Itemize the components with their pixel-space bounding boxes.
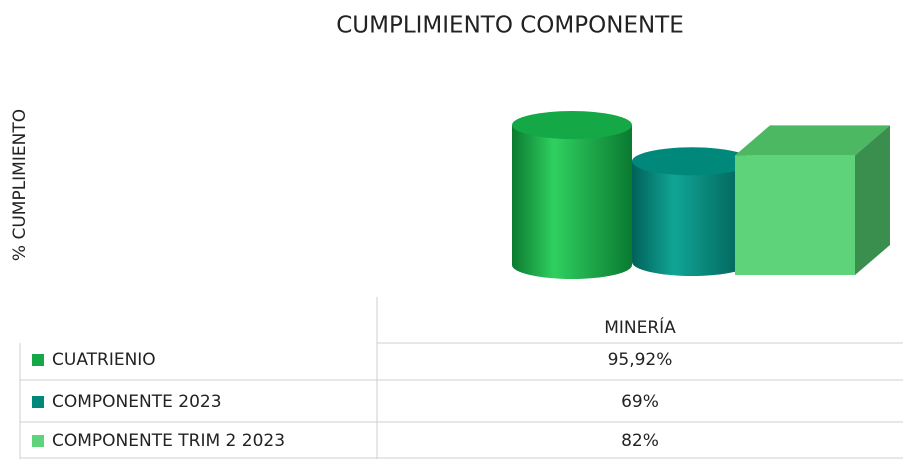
legend-swatch [32, 435, 44, 447]
cylinder [632, 147, 752, 276]
cylinder-top [632, 147, 752, 176]
legend-label: COMPONENTE 2023 [52, 392, 222, 412]
cylinder-body [512, 125, 632, 279]
value-label: 69% [621, 392, 659, 412]
box-front [735, 155, 855, 275]
box [735, 125, 890, 276]
legend-label: COMPONENTE TRIM 2 2023 [52, 431, 285, 451]
legend-swatch [32, 354, 44, 366]
cylinder [512, 111, 632, 279]
value-label: 82% [621, 431, 659, 451]
chart-title: CUMPLIMIENTO COMPONENTE [336, 13, 684, 39]
category-label: MINERÍA [604, 316, 676, 338]
box-top [735, 125, 890, 156]
box-side [855, 125, 890, 276]
cylinder-body [632, 161, 752, 276]
cylinder-top [512, 111, 632, 139]
y-axis-label: % CUMPLIMIENTO [10, 109, 30, 261]
value-label: 95,92% [608, 350, 673, 370]
legend-swatch [32, 396, 44, 408]
legend-label: CUATRIENIO [52, 350, 156, 370]
